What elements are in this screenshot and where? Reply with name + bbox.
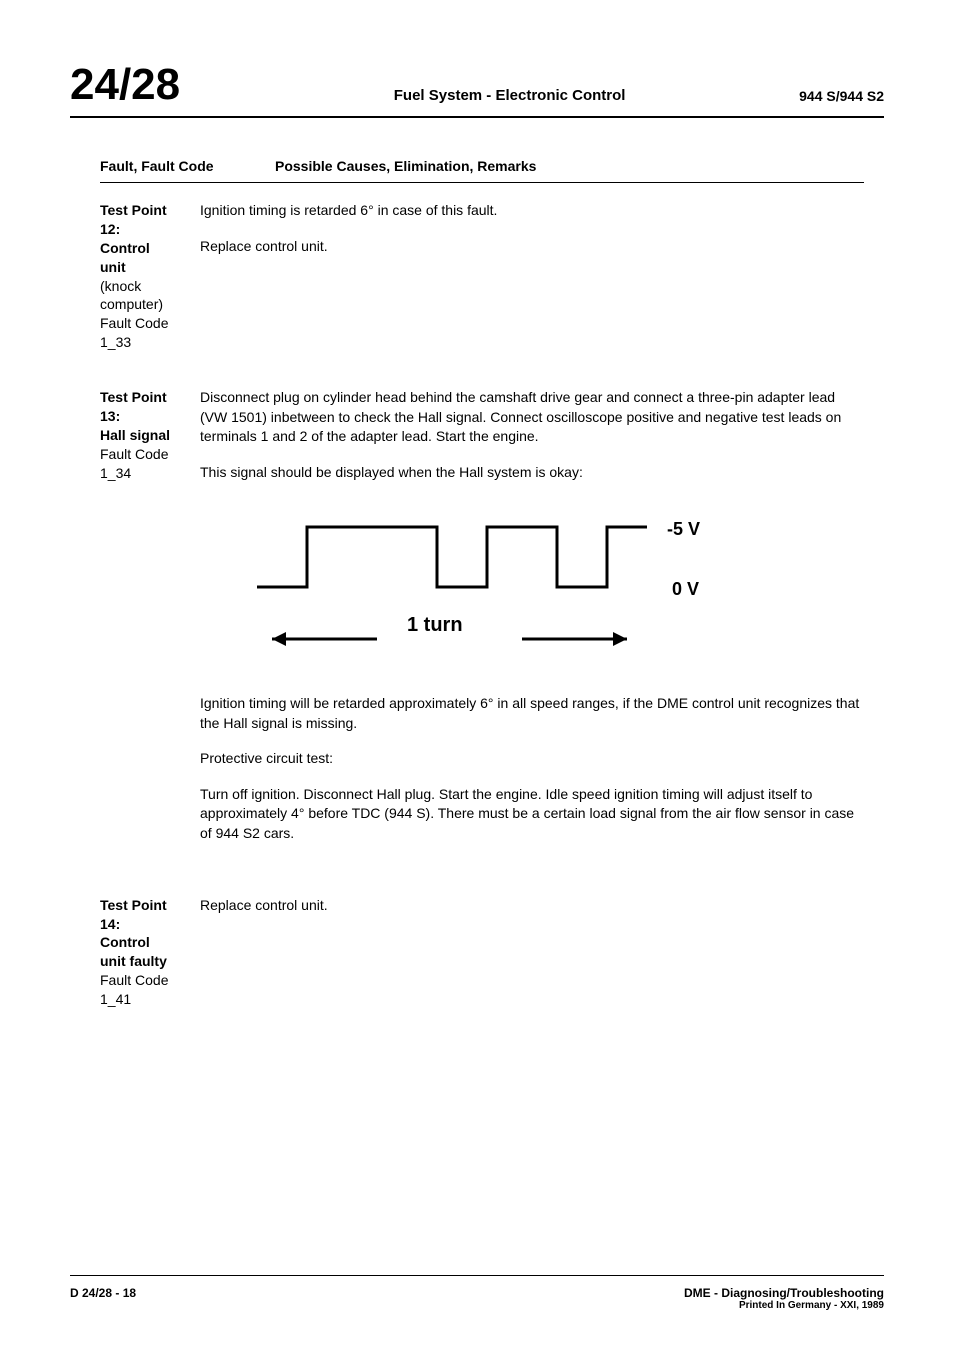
tp13-body-column: Disconnect plug on cylinder head behind … <box>200 388 864 860</box>
svg-text:-5 V: -5 V <box>667 519 700 539</box>
tp12-body-column: Ignition timing is retarded 6° in case o… <box>200 201 864 352</box>
tp13-body5: Turn off ignition. Disconnect Hall plug.… <box>200 785 864 844</box>
test-point-14: Test Point 14: Control unit faulty Fault… <box>100 896 864 1009</box>
tp14-sub1: Control <box>100 933 200 952</box>
content-area: Fault, Fault Code Possible Causes, Elimi… <box>70 158 884 1009</box>
tp12-sub1: Control <box>100 239 200 258</box>
model-label: 944 S/944 S2 <box>799 88 884 110</box>
test-point-13: Test Point 13: Hall signal Fault Code 1_… <box>100 388 864 860</box>
section-title: Fuel System - Electronic Control <box>220 87 799 110</box>
tp14-fc1: Fault Code <box>100 971 200 990</box>
footer-right-line2: Printed In Germany - XXI, 1989 <box>684 1300 884 1311</box>
svg-text:1 turn: 1 turn <box>407 614 463 636</box>
tp13-body3: Ignition timing will be retarded approxi… <box>200 694 864 733</box>
tp13-sub1: Hall signal <box>100 426 200 445</box>
hall-signal-diagram: -5 V 0 V 1 turn <box>212 499 864 675</box>
tp14-fc2: 1_41 <box>100 990 200 1009</box>
tp13-fc1: Fault Code <box>100 445 200 464</box>
footer-rule <box>70 1275 884 1276</box>
tp14-title: Test Point <box>100 896 200 915</box>
column-header-row: Fault, Fault Code Possible Causes, Elimi… <box>100 158 864 183</box>
tp13-label-column: Test Point 13: Hall signal Fault Code 1_… <box>100 388 200 860</box>
footer-right: DME - Diagnosing/Troubleshooting Printed… <box>684 1286 884 1311</box>
tp14-body-column: Replace control unit. <box>200 896 864 1009</box>
tp12-body1: Ignition timing is retarded 6° in case o… <box>200 201 864 221</box>
hall-signal-svg: -5 V 0 V 1 turn <box>212 499 722 669</box>
tp13-number: 13: <box>100 407 200 426</box>
tp14-body1: Replace control unit. <box>200 896 864 916</box>
page-header: 24/28 Fuel System - Electronic Control 9… <box>70 60 884 118</box>
tp13-title: Test Point <box>100 388 200 407</box>
tp13-body1: Disconnect plug on cylinder head behind … <box>200 388 864 447</box>
svg-text:0 V: 0 V <box>672 579 699 599</box>
tp12-label-column: Test Point 12: Control unit (knock compu… <box>100 201 200 352</box>
tp12-fc1: Fault Code <box>100 314 200 333</box>
footer-left: D 24/28 - 18 <box>70 1286 136 1300</box>
page-number: 24/28 <box>70 60 180 110</box>
column-header-right: Possible Causes, Elimination, Remarks <box>275 158 864 174</box>
tp13-body2: This signal should be displayed when the… <box>200 463 864 483</box>
page-footer: D 24/28 - 18 DME - Diagnosing/Troublesho… <box>70 1275 884 1311</box>
tp12-body2: Replace control unit. <box>200 237 864 257</box>
footer-right-line1: DME - Diagnosing/Troubleshooting <box>684 1286 884 1300</box>
tp12-fc2: 1_33 <box>100 333 200 352</box>
tp13-fc2: 1_34 <box>100 464 200 483</box>
footer-row: D 24/28 - 18 DME - Diagnosing/Troublesho… <box>70 1286 884 1311</box>
tp14-label-column: Test Point 14: Control unit faulty Fault… <box>100 896 200 1009</box>
tp12-sub2: unit <box>100 258 200 277</box>
tp12-sub3: (knock <box>100 277 200 296</box>
tp12-sub4: computer) <box>100 295 200 314</box>
tp14-number: 14: <box>100 915 200 934</box>
tp14-sub2: unit faulty <box>100 952 200 971</box>
tp12-title: Test Point <box>100 201 200 220</box>
column-header-left: Fault, Fault Code <box>100 158 275 174</box>
test-point-12: Test Point 12: Control unit (knock compu… <box>100 201 864 352</box>
tp12-number: 12: <box>100 220 200 239</box>
tp13-body4: Protective circuit test: <box>200 749 864 769</box>
